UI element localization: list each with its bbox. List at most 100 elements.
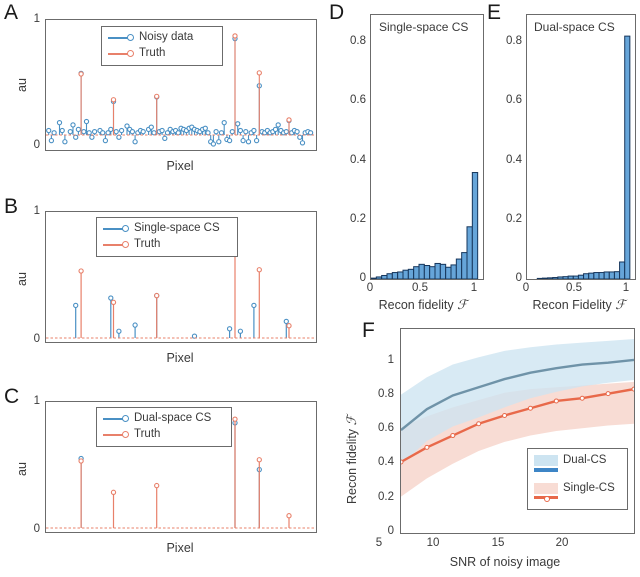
panel-e-xtick-1: 0.5	[566, 282, 582, 294]
panel-b-xlabel: Pixel	[166, 351, 194, 365]
panel-e-fidelity-symbol: ℱ	[615, 298, 626, 313]
panel-c-stem-plot	[46, 416, 316, 529]
legend-circle-icon	[122, 241, 129, 249]
panel-a-ylabel: au	[15, 78, 29, 92]
panel-d-axes: Single-space CS	[370, 14, 484, 280]
panel-c-label: C	[4, 385, 20, 408]
panel-d-ytick-1: 0.6	[350, 94, 366, 106]
panel-f-legend: Dual-CS Single-CS	[527, 448, 628, 510]
panel-f-ylabel-text: Recon fidelity	[345, 428, 359, 504]
panel-d-ytick-2: 0.4	[350, 154, 366, 166]
panel-f-xtick-2: 15	[491, 537, 505, 549]
panel-f-xtick-1: 10	[426, 537, 440, 549]
panel-d-xtick-0: 0	[366, 282, 374, 294]
panel-b-label: B	[4, 195, 19, 218]
panel-b: B 1 0 au Single-space CS Truth Pixel	[0, 194, 330, 386]
panel-e-ytick-0: 0.8	[506, 35, 522, 47]
panel-c-legend-label-1: Truth	[134, 428, 161, 440]
panel-f-legend-label-1: Single-CS	[563, 482, 615, 494]
legend-line-dual	[534, 468, 558, 472]
panel-b-legend: Single-space CS Truth	[96, 217, 238, 257]
panel-f-ytick-5: 0	[387, 525, 394, 537]
panel-a-ytick-0: 0	[33, 139, 40, 151]
panel-d: D 0.8 0.6 0.4 0.2 0 Probability Single-s…	[326, 0, 486, 320]
legend-circle-icon	[127, 34, 134, 42]
panel-e-xlabel: Recon Fidelity ℱ	[512, 299, 640, 312]
panel-e-histogram	[536, 35, 631, 279]
panel-d-xlabel-text: Recon fidelity	[378, 298, 454, 312]
panel-c-legend-item-0: Dual-space CS	[103, 412, 212, 425]
panel-a-legend-item-0: Noisy data	[108, 31, 194, 44]
panel-f-ytick-1: 0.8	[378, 388, 394, 400]
panel-a-legend-item-1: Truth	[108, 47, 166, 60]
panel-f-label: F	[362, 319, 375, 342]
panel-f-xlabel: SNR of noisy image	[449, 555, 561, 569]
panel-d-fidelity-symbol: ℱ	[457, 298, 468, 313]
panel-b-ytick-0: 0	[33, 333, 40, 345]
panel-f-ytick-0: 1	[387, 354, 394, 366]
panel-f-legend-item-0: Dual-CS	[534, 454, 607, 467]
panel-b-legend-label-1: Truth	[134, 238, 161, 250]
panel-d-title: Single-space CS	[379, 20, 469, 34]
panel-f-ytick-4: 0.2	[378, 491, 394, 503]
panel-c-ytick-1: 1	[33, 395, 40, 407]
panel-a-stem-plot	[46, 33, 316, 147]
panel-f-axes: Dual-CS Single-CS	[400, 328, 635, 534]
panel-d-histogram	[371, 172, 479, 279]
panel-b-legend-label-0: Single-space CS	[134, 222, 220, 234]
panel-a-ytick-1: 1	[33, 13, 40, 25]
legend-circle-icon	[122, 415, 129, 423]
panel-a-label: A	[4, 1, 19, 24]
panel-e-xtick-0: 0	[522, 282, 530, 294]
legend-line-icon	[103, 433, 123, 436]
panel-d-label: D	[329, 1, 345, 24]
panel-b-axes: Single-space CS Truth	[45, 211, 317, 343]
panel-b-ytick-1: 1	[33, 205, 40, 217]
panel-f-ytick-3: 0.4	[378, 456, 394, 468]
legend-line-icon	[103, 227, 123, 230]
panel-d-xtick-1: 0.5	[412, 282, 428, 294]
legend-line-icon	[103, 417, 123, 420]
legend-line-icon	[108, 36, 128, 39]
legend-circle-icon	[122, 225, 129, 233]
panel-e-xtick-2: 1	[622, 282, 630, 294]
panel-f-xtick-0: 5	[375, 537, 383, 549]
panel-e-ytick-3: 0.2	[506, 213, 522, 225]
panel-b-legend-item-1: Truth	[103, 238, 161, 251]
panel-e-xlabel-text: Recon Fidelity	[532, 298, 612, 312]
legend-band-patch-single	[534, 483, 558, 495]
panel-e-ytick-4: 0	[515, 272, 522, 284]
panel-c-legend: Dual-space CS Truth	[96, 407, 232, 447]
panel-c-ylabel: au	[15, 462, 29, 476]
panel-f-lineplot	[401, 339, 634, 497]
panel-f: F Recon fidelity ℱ 1 0.8 0.6 0.4 0.2 0 D…	[330, 316, 640, 577]
panel-a-axes: Noisy data Truth	[45, 19, 317, 151]
panel-a-legend: Noisy data Truth	[101, 26, 223, 66]
panel-d-ytick-3: 0.2	[350, 213, 366, 225]
panel-b-legend-item-0: Single-space CS	[103, 222, 220, 235]
panel-d-ytick-0: 0.8	[350, 35, 366, 47]
panel-a-legend-label-0: Noisy data	[139, 31, 194, 43]
panel-f-legend-label-0: Dual-CS	[563, 454, 607, 466]
panel-c: C 1 0 au Dual-space CS Truth Pixel	[0, 384, 330, 577]
panel-b-ylabel: au	[15, 272, 29, 286]
legend-band-patch-dual	[534, 455, 558, 467]
panel-a-legend-label-1: Truth	[139, 47, 166, 59]
legend-line-icon	[108, 52, 128, 55]
panel-e-ytick-2: 0.4	[506, 154, 522, 166]
panel-a: A 1 0 au Noisy data Truth Pixel	[0, 0, 330, 196]
panel-f-legend-item-1: Single-CS	[534, 482, 615, 495]
panel-b-stem-plot	[46, 226, 316, 339]
panel-f-xtick-3: 20	[555, 537, 569, 549]
panel-e: E 0.8 0.6 0.4 0.2 0 Probability Dual-spa…	[484, 0, 640, 320]
panel-c-xlabel: Pixel	[166, 541, 194, 555]
panel-f-ytick-2: 0.6	[378, 422, 394, 434]
panel-e-axes: Dual-space CS	[526, 14, 636, 280]
panel-a-xlabel: Pixel	[166, 159, 194, 173]
legend-circle-icon	[127, 50, 134, 58]
panel-d-xlabel: Recon fidelity ℱ	[358, 299, 488, 312]
panel-c-legend-label-0: Dual-space CS	[134, 412, 212, 424]
panel-e-ytick-1: 0.6	[506, 94, 522, 106]
legend-circle-icon	[122, 431, 129, 439]
panel-e-title: Dual-space CS	[534, 20, 615, 34]
